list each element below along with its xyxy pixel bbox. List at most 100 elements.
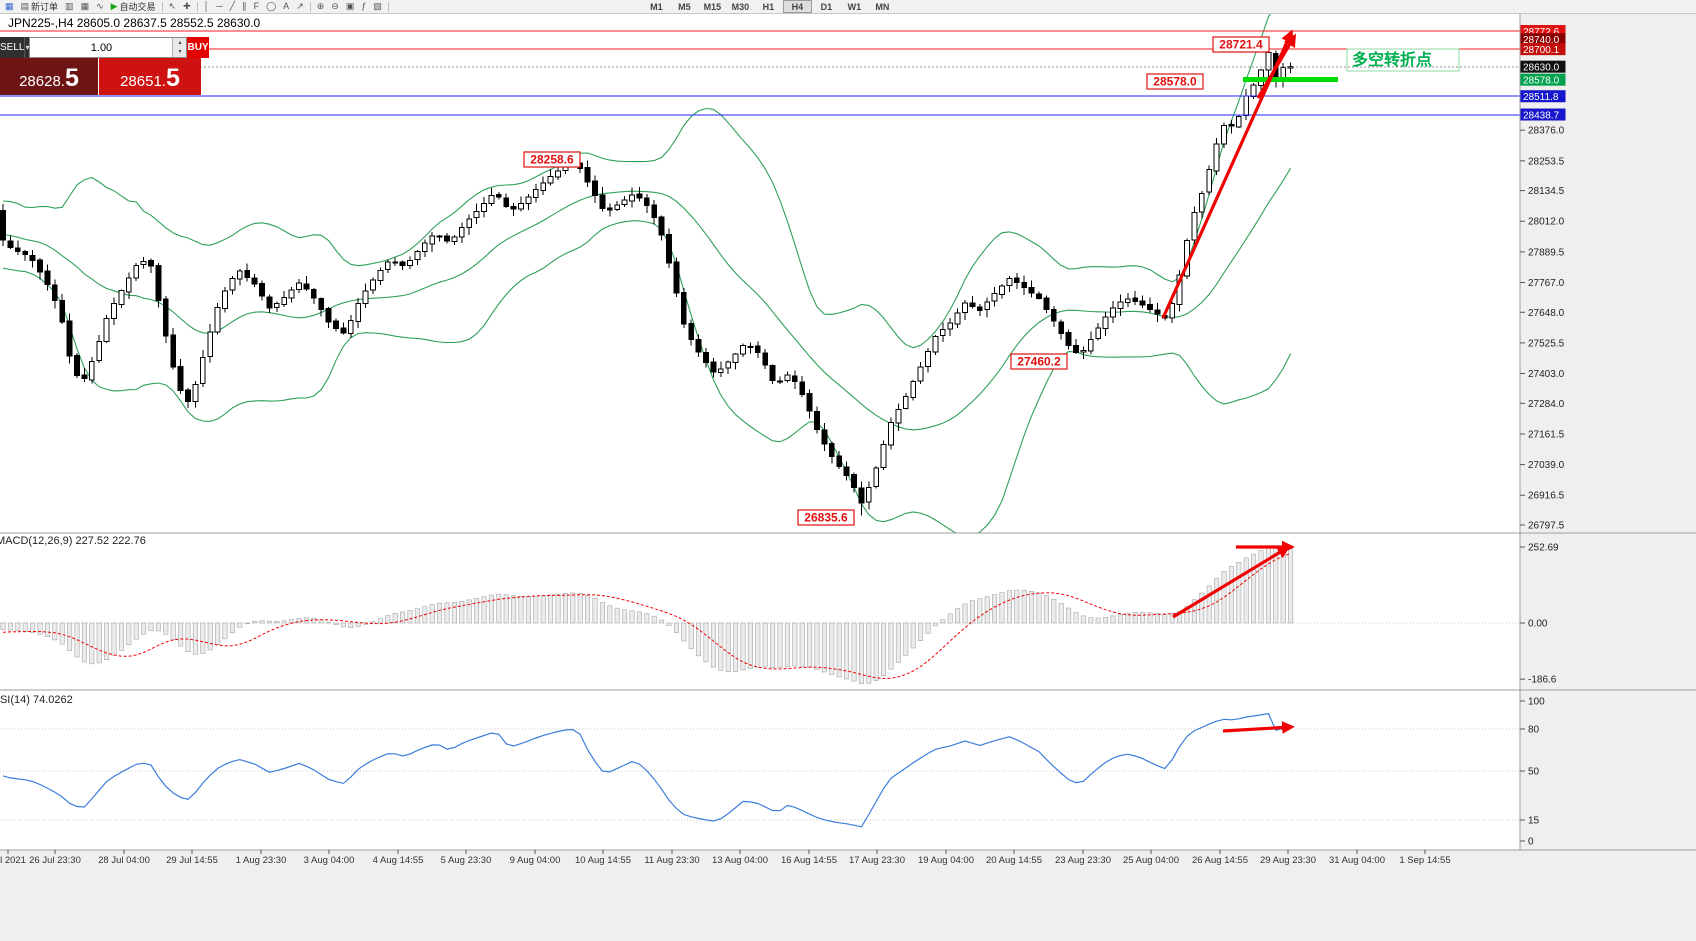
horizontal-line-tool-button[interactable]: ─: [213, 1, 225, 13]
price-box-label: 28630.0: [1523, 62, 1560, 73]
time-label: 1 Aug 23:30: [236, 855, 287, 866]
time-label: 16 Aug 14:55: [781, 855, 837, 866]
horizontal-line-tool-button-icon: ─: [216, 1, 223, 11]
time-label: 28 Jul 04:00: [98, 855, 150, 866]
time-label: 11 Aug 23:30: [644, 855, 699, 866]
volume-input[interactable]: [30, 38, 173, 57]
time-label: 13 Aug 04:00: [712, 855, 768, 866]
buy-mode-button[interactable]: BUY: [187, 37, 209, 58]
auto-trading-button-icon: ▶: [110, 1, 118, 11]
new-order-button-label: 新订单: [31, 2, 59, 12]
buy-price-button[interactable]: 28651. 5: [99, 58, 201, 95]
price-annotation-label: 28258.6: [530, 153, 574, 167]
vertical-line-tool-button[interactable]: │: [201, 1, 213, 13]
trend-arrow: [1172, 546, 1291, 619]
new-order-button[interactable]: ▤ 新订单: [18, 1, 62, 13]
chart-line-button[interactable]: ∿: [93, 1, 107, 13]
rsi-scale-label: 80: [1528, 725, 1540, 736]
sell-price-main: 28628.: [19, 73, 65, 90]
timeframe-mn-button[interactable]: MN: [875, 1, 890, 12]
timeframe-w1-button[interactable]: W1: [847, 1, 862, 12]
crosshair-tool-button[interactable]: ✚: [180, 1, 194, 13]
zoom-out-button-icon: ⊖: [331, 1, 339, 11]
rsi-scale-label: 0: [1528, 837, 1534, 848]
price-annotation-box: [797, 509, 855, 526]
trendline-tool-button-icon: ╱: [229, 1, 236, 11]
time-label: 1 Sep 14:55: [1399, 855, 1450, 866]
time-label: Jul 2021: [0, 855, 26, 866]
templates-button[interactable]: ▧: [370, 1, 385, 13]
cursor-tool-button[interactable]: ↖: [166, 1, 180, 13]
rsi-line: [2, 712, 1291, 828]
price-box-label: 28772.6: [1523, 27, 1560, 38]
price-annotation-label: 28721.4: [1219, 38, 1263, 52]
timeframe-h1-button[interactable]: H1: [762, 1, 775, 12]
time-axis-strip[interactable]: [0, 850, 1520, 941]
indicators-button-icon: ƒ: [361, 1, 367, 11]
text-tool-button-icon: A: [283, 1, 290, 11]
volume-up-button[interactable]: ▴: [178, 39, 182, 46]
timeframe-d1-button[interactable]: D1: [820, 1, 833, 12]
arrow-tool-button[interactable]: ↗: [293, 1, 307, 13]
indicators-button[interactable]: ƒ: [358, 1, 369, 13]
chart-canvas[interactable]: 28376.0 28253.5 28134.5 28012.0 27889.5 27767…: [0, 14, 1696, 941]
trendline-tool-button[interactable]: ╱: [227, 1, 238, 13]
chart-bars-button[interactable]: ▥: [62, 1, 77, 13]
chart-symbol-ohlc: JPN225-,H4 28605.0 28637.5 28552.5 28630…: [8, 16, 261, 30]
macd-scale-label: -186.6: [1528, 675, 1557, 686]
ellipse-tool-button-icon: ◯: [266, 1, 277, 11]
crosshair-tool-button-icon: ✚: [183, 1, 191, 11]
cursor-tool-button-icon: ↖: [168, 1, 177, 11]
channel-tool-button[interactable]: ∥: [239, 1, 250, 13]
tile-windows-button[interactable]: ▣: [343, 1, 358, 13]
price-box-label: 28438.7: [1523, 110, 1560, 121]
time-label: 29 Jul 14:55: [166, 855, 218, 866]
toolbar: ▦ ▤ 新订单 ▥ ▦ ∿ ▶ 自动交易 ↖ ✚ │ ─ ╱ ∥ F ◯ A ↗ ⊕ ⊖ ▣ ƒ ▧ M1 M5 M15 M30 H1…: [0, 0, 1696, 14]
price-box: [1520, 33, 1566, 46]
price-tick-label: 27525.5: [1528, 338, 1565, 349]
price-scale-column[interactable]: [1520, 14, 1696, 941]
chart-bars-button-icon: ▥: [65, 1, 74, 11]
price-box: [1520, 43, 1566, 56]
sell-mode-button[interactable]: SELL: [0, 37, 25, 58]
timeframe-m30-button[interactable]: M30: [731, 1, 750, 12]
terminal-chart[interactable]: ▦: [2, 1, 17, 13]
time-label: 26 Aug 14:55: [1192, 855, 1248, 866]
ellipse-tool-button[interactable]: ◯: [263, 1, 279, 13]
volume-input-wrap: ▴ ▾: [29, 37, 188, 58]
order-type-dropdown[interactable]: ▾: [24, 37, 30, 58]
one-click-trading-panel: SELL ▾ ▴ ▾ BUY 28628.5 28651.5: [0, 37, 209, 95]
annotations[interactable]: 28721.4 28578.0 28258.6 27460.2 26835.6 多空转折点: [523, 29, 1460, 734]
toolbar-separator: [309, 1, 311, 12]
price-box-label: 28700.1: [1523, 45, 1560, 56]
horizontal-levels[interactable]: [0, 30, 1520, 116]
chart-candles-button[interactable]: ▦: [78, 1, 93, 13]
price-tick-label: 27889.5: [1528, 247, 1565, 258]
timeframe-m15-button[interactable]: M15: [703, 1, 722, 12]
auto-trading-button[interactable]: ▶ 自动交易: [108, 1, 159, 13]
zoom-out-button[interactable]: ⊖: [328, 1, 342, 13]
buy-price-main: 28651.: [120, 73, 166, 90]
price-tick-label: 27284.0: [1528, 399, 1565, 410]
timeframe-m1-button[interactable]: M1: [650, 1, 663, 12]
price-annotation-box: [1010, 353, 1068, 370]
time-label: 19 Aug 04:00: [918, 855, 974, 866]
rsi-scale-label: 15: [1528, 816, 1540, 827]
timeframe-m5-button[interactable]: M5: [678, 1, 691, 12]
templates-button-icon: ▧: [373, 1, 382, 11]
price-tick-label: 26797.5: [1528, 521, 1565, 532]
zoom-in-button[interactable]: ⊕: [314, 1, 328, 13]
text-tool-button[interactable]: A: [280, 1, 292, 13]
fibonacci-tool-button[interactable]: F: [251, 1, 263, 13]
price-scale[interactable]: 28376.0 28253.5 28134.5 28012.0 27889.5 27767…: [1520, 25, 1566, 848]
time-label: 5 Aug 23:30: [441, 855, 492, 866]
chart-background: [0, 14, 1696, 941]
volume-down-button[interactable]: ▾: [178, 49, 182, 56]
trend-arrow: [1222, 721, 1295, 734]
timeframe-h4-button[interactable]: H4: [782, 0, 812, 13]
price-box-label: 28511.8: [1523, 92, 1559, 103]
time-label: 26 Jul 23:30: [29, 855, 81, 866]
sell-price-button[interactable]: 28628. 5: [0, 58, 98, 95]
